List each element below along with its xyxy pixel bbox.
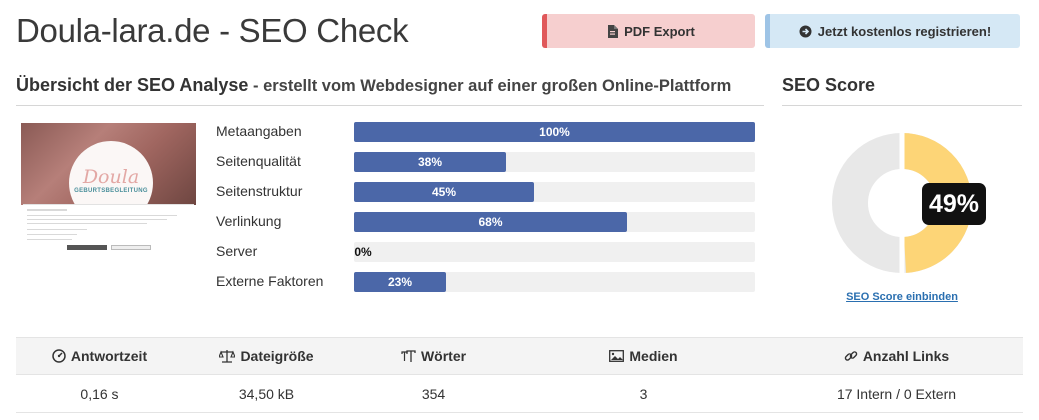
- overview-divider: [16, 105, 764, 106]
- header-label: Anzahl Links: [862, 348, 950, 364]
- register-button[interactable]: Jetzt kostenlos registrieren!: [765, 14, 1020, 48]
- header-dateigroesse: Dateigröße: [183, 338, 350, 374]
- metric-bar-track: 38%: [354, 152, 755, 172]
- metric-bar-fill: [354, 122, 755, 142]
- metric-bar-fill: [354, 182, 534, 202]
- score-badge: 49%: [922, 183, 986, 225]
- overview-heading: Übersicht der SEO Analyse - erstellt vom…: [16, 75, 731, 96]
- metric-bar-track: 68%: [354, 212, 755, 232]
- metric-bar-track: 0%: [354, 242, 755, 262]
- metric-bar-fill: [354, 212, 627, 232]
- link-icon: [844, 349, 858, 363]
- balance-scale-icon: [219, 349, 236, 363]
- header-label: Medien: [629, 348, 678, 364]
- metric-label: Externe Faktoren: [216, 273, 324, 289]
- stats-value-row: 0,16 s 34,50 kB 354 3 17 Intern / 0 Exte…: [16, 375, 1023, 413]
- stats-header-row: Antwortzeit Dateigröße Wörter Medien Anz…: [16, 337, 1023, 375]
- metric-bar-track: 100%: [354, 122, 755, 142]
- text-height-icon: [401, 349, 416, 363]
- metric-bar-value: 100%: [539, 125, 570, 139]
- pdf-export-button[interactable]: PDF Export: [542, 14, 755, 48]
- header-label: Antwortzeit: [70, 348, 148, 364]
- pdf-export-label: PDF Export: [624, 23, 695, 39]
- metric-label: Seitenstruktur: [216, 183, 303, 199]
- metric-bar-fill: [354, 272, 446, 292]
- thumbnail-cookie-panel: [23, 204, 194, 252]
- metric-label: Verlinkung: [216, 213, 282, 229]
- value-anzahl-links: 17 Intern / 0 Extern: [836, 385, 957, 402]
- metric-label: Server: [216, 243, 258, 259]
- score-heading: SEO Score: [782, 75, 876, 95]
- file-pdf-icon: [607, 24, 619, 38]
- stats-table: Antwortzeit Dateigröße Wörter Medien Anz…: [16, 337, 1023, 413]
- value-antwortzeit: 0,16 s: [80, 385, 119, 402]
- metric-bar-value: 0%: [354, 245, 372, 259]
- header-label: Wörter: [420, 348, 467, 364]
- score-divider: [782, 105, 1022, 106]
- header-antwortzeit: Antwortzeit: [16, 338, 183, 374]
- value-medien: 3: [639, 385, 648, 402]
- metric-label: Seitenqualität: [216, 153, 301, 169]
- metric-bar-fill: [354, 152, 506, 172]
- register-label: Jetzt kostenlos registrieren!: [817, 23, 992, 39]
- overview-heading-main: Übersicht der SEO Analyse: [16, 75, 249, 95]
- website-thumbnail: Doula GEBURTSBEGLEITUNG: [21, 123, 196, 253]
- header-medien: Medien: [517, 338, 770, 374]
- metric-label: Metaangaben: [216, 123, 302, 139]
- header-anzahl-links: Anzahl Links: [770, 338, 1023, 374]
- thumbnail-script-text: Doula: [82, 166, 140, 188]
- value-dateigroesse: 34,50 kB: [238, 385, 295, 402]
- metric-bar-track: 45%: [354, 182, 755, 202]
- metric-bar-track: 23%: [354, 272, 755, 292]
- thumbnail-sub-text: GEBURTSBEGLEITUNG: [74, 188, 148, 194]
- metric-bar-value: 23%: [387, 275, 413, 289]
- gauge-icon: [52, 349, 66, 363]
- arrow-circle-right-icon: [799, 25, 812, 38]
- value-woerter: 354: [421, 385, 446, 402]
- header-woerter: Wörter: [350, 338, 517, 374]
- header-label: Dateigröße: [240, 348, 314, 364]
- metric-bar-value: 68%: [478, 215, 503, 229]
- metric-bar-value: 45%: [431, 185, 457, 199]
- image-icon: [609, 350, 625, 362]
- page-title: Doula-lara.de - SEO Check: [16, 12, 409, 49]
- seo-score-embed-link[interactable]: SEO Score einbinden: [846, 291, 958, 303]
- overview-subheading: - erstellt vom Webdesigner auf einer gro…: [248, 77, 732, 95]
- metric-bar-value: 38%: [417, 155, 443, 169]
